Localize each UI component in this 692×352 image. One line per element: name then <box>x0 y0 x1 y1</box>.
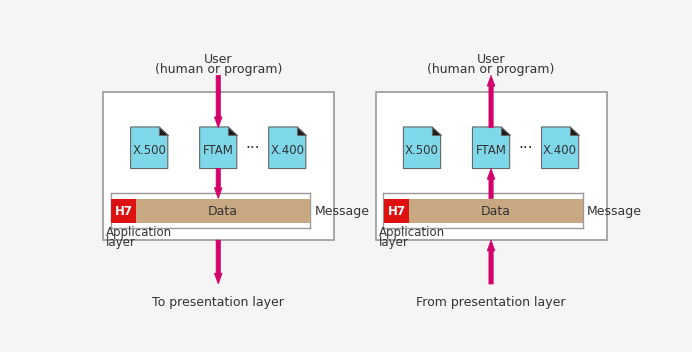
Text: H7: H7 <box>388 205 406 218</box>
Text: layer: layer <box>379 235 408 249</box>
Polygon shape <box>159 127 167 136</box>
Text: Message: Message <box>587 205 642 218</box>
Polygon shape <box>403 127 441 169</box>
Polygon shape <box>215 169 222 199</box>
Text: ...: ... <box>518 136 533 151</box>
Bar <box>111 199 136 223</box>
Text: From presentation layer: From presentation layer <box>417 296 566 309</box>
Text: X.400: X.400 <box>271 144 304 157</box>
Polygon shape <box>432 127 441 136</box>
Bar <box>376 92 606 240</box>
Text: X.500: X.500 <box>405 144 439 157</box>
Polygon shape <box>131 127 167 169</box>
Polygon shape <box>298 127 306 136</box>
Text: ...: ... <box>246 136 260 151</box>
Bar <box>384 199 409 223</box>
Text: X.400: X.400 <box>543 144 577 157</box>
Text: FTAM: FTAM <box>475 144 507 157</box>
Text: User: User <box>477 53 505 66</box>
Text: To presentation layer: To presentation layer <box>152 296 284 309</box>
Bar <box>103 92 334 240</box>
Text: layer: layer <box>106 235 136 249</box>
Text: H7: H7 <box>115 205 133 218</box>
Text: Message: Message <box>314 205 370 218</box>
Bar <box>136 199 310 223</box>
Text: (human or program): (human or program) <box>428 63 555 76</box>
Text: X.500: X.500 <box>132 144 166 157</box>
Polygon shape <box>501 127 509 136</box>
Text: FTAM: FTAM <box>203 144 234 157</box>
Text: Data: Data <box>481 205 511 218</box>
Polygon shape <box>487 169 495 199</box>
Text: (human or program): (human or program) <box>154 63 282 76</box>
Polygon shape <box>570 127 579 136</box>
Bar <box>409 199 583 223</box>
Polygon shape <box>473 127 509 169</box>
Text: Application: Application <box>106 226 172 239</box>
Text: Application: Application <box>379 226 445 239</box>
Polygon shape <box>542 127 579 169</box>
Polygon shape <box>487 240 495 284</box>
Polygon shape <box>487 75 495 128</box>
Polygon shape <box>268 127 306 169</box>
Polygon shape <box>228 127 237 136</box>
Polygon shape <box>215 240 222 284</box>
Text: Data: Data <box>208 205 238 218</box>
Polygon shape <box>200 127 237 169</box>
Text: User: User <box>204 53 233 66</box>
Polygon shape <box>215 75 222 128</box>
